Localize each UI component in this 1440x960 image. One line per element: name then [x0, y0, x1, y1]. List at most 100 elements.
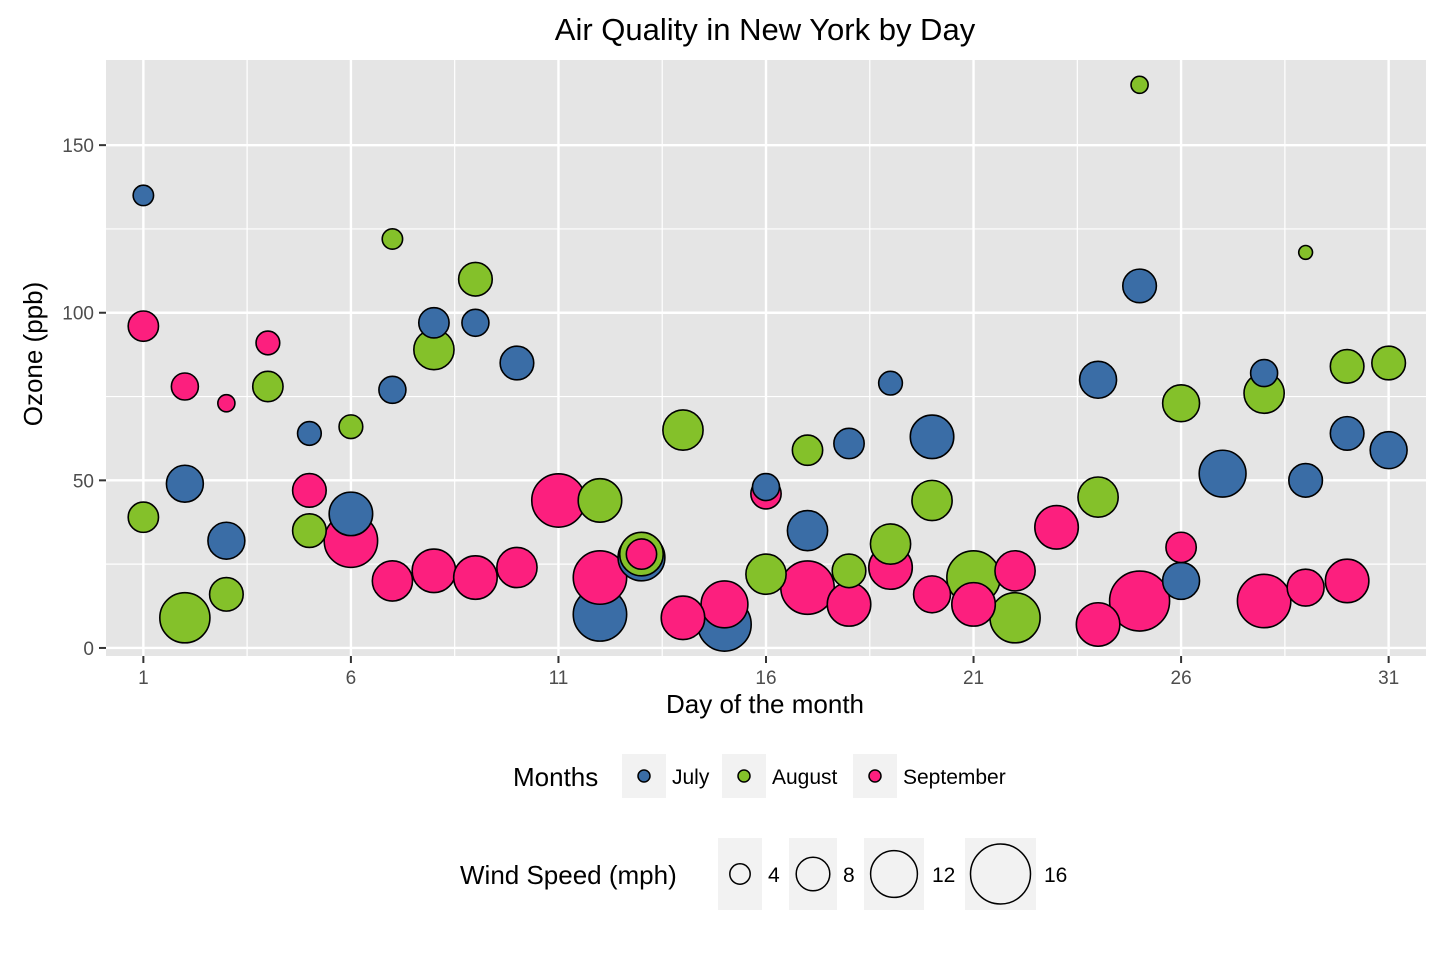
grid-minor — [106, 60, 1426, 656]
legend-wind-title: Wind Speed (mph) — [460, 860, 677, 890]
point-july — [1078, 360, 1118, 400]
point-july — [909, 414, 955, 460]
x-tick-label: 21 — [963, 668, 984, 689]
point-august — [1297, 244, 1314, 261]
point-july — [165, 464, 205, 503]
x-tick-label: 31 — [1378, 668, 1399, 689]
point-july — [378, 375, 407, 405]
point-august — [1130, 75, 1149, 95]
point-july — [1369, 430, 1408, 470]
legend-size-circle — [869, 849, 919, 899]
point-september — [127, 310, 160, 343]
point-september — [572, 550, 628, 606]
legend-wind-speed: Wind Speed (mph) 4 8 12 16 — [460, 838, 1067, 910]
point-september — [1236, 573, 1292, 629]
point-july — [296, 420, 323, 447]
point-july — [833, 427, 865, 460]
point-september — [255, 330, 281, 356]
point-july — [1329, 415, 1365, 452]
legend-size-label: 8 — [843, 864, 855, 887]
x-tick-label: 26 — [1171, 668, 1192, 689]
point-september — [1108, 570, 1171, 632]
legend-months: Months July August September — [513, 754, 1006, 798]
y-tick-label: 100 — [62, 304, 94, 325]
legend-size-label: 4 — [768, 864, 780, 887]
x-tick-label: 16 — [755, 668, 776, 689]
legend-swatch-september — [868, 769, 882, 783]
legend-size-circle — [969, 843, 1032, 905]
point-july — [1121, 268, 1158, 304]
y-tick-label: 150 — [62, 136, 94, 157]
point-august — [159, 591, 211, 644]
legend-size-label: 16 — [1044, 864, 1067, 887]
point-july — [207, 521, 246, 560]
point-july — [877, 370, 904, 396]
legend-size-label: 12 — [932, 864, 955, 887]
y-tick-label: 0 — [83, 639, 94, 660]
x-axis: 1 6 11 16 21 26 31 — [138, 656, 1399, 689]
legend-label-september: September — [903, 766, 1006, 789]
point-august — [662, 409, 704, 451]
point-september — [625, 538, 658, 571]
point-september — [1034, 504, 1080, 550]
point-july — [1288, 462, 1324, 498]
y-axis: 0 50 100 150 — [62, 136, 106, 660]
point-july — [417, 306, 450, 339]
point-september — [660, 595, 706, 641]
point-august — [291, 513, 327, 549]
point-september — [1075, 601, 1121, 648]
point-august — [869, 523, 912, 565]
point-july — [1198, 449, 1247, 498]
legend-size-circle — [729, 863, 751, 885]
point-august — [1329, 348, 1365, 384]
point-august — [127, 501, 160, 534]
point-august — [208, 576, 244, 612]
legend-label-august: August — [772, 766, 838, 789]
point-september — [170, 372, 200, 401]
point-september — [780, 560, 836, 616]
legend-size-circle — [795, 856, 831, 892]
point-august — [1371, 345, 1407, 381]
point-august — [577, 477, 623, 524]
point-august — [338, 414, 364, 440]
point-september — [912, 575, 952, 614]
point-september — [411, 548, 457, 594]
x-tick-label: 1 — [138, 668, 149, 689]
point-august — [791, 434, 824, 467]
point-july — [132, 184, 155, 207]
x-axis-title: Day of the month — [666, 689, 864, 719]
point-september — [217, 393, 236, 413]
point-september — [452, 555, 498, 601]
point-august — [1077, 476, 1119, 519]
point-september — [530, 472, 586, 528]
point-september — [496, 546, 538, 589]
legend-label-july: July — [672, 766, 710, 789]
chart-title: Air Quality in New York by Day — [555, 12, 976, 47]
y-axis-title: Ozone (ppb) — [18, 282, 48, 427]
legend-swatch-august — [737, 769, 751, 783]
point-september — [1286, 568, 1325, 607]
legend-months-title: Months — [513, 762, 598, 792]
point-august — [745, 553, 787, 596]
point-september — [994, 549, 1036, 592]
point-september — [826, 581, 872, 627]
point-july — [1161, 561, 1201, 601]
point-september — [371, 560, 414, 602]
point-july — [328, 491, 374, 537]
x-tick-label: 11 — [549, 668, 569, 689]
point-july — [461, 308, 490, 338]
data-points — [127, 75, 1408, 652]
point-august — [251, 370, 284, 403]
point-september — [950, 581, 997, 627]
point-august — [1161, 384, 1201, 423]
point-september — [1324, 558, 1370, 604]
x-tick-label: 6 — [346, 668, 357, 689]
point-august — [381, 228, 404, 251]
point-august — [911, 479, 953, 522]
point-september — [1165, 531, 1198, 564]
point-july — [1249, 358, 1279, 388]
point-july — [499, 345, 535, 381]
point-august — [831, 553, 867, 589]
y-tick-label: 50 — [73, 471, 94, 492]
